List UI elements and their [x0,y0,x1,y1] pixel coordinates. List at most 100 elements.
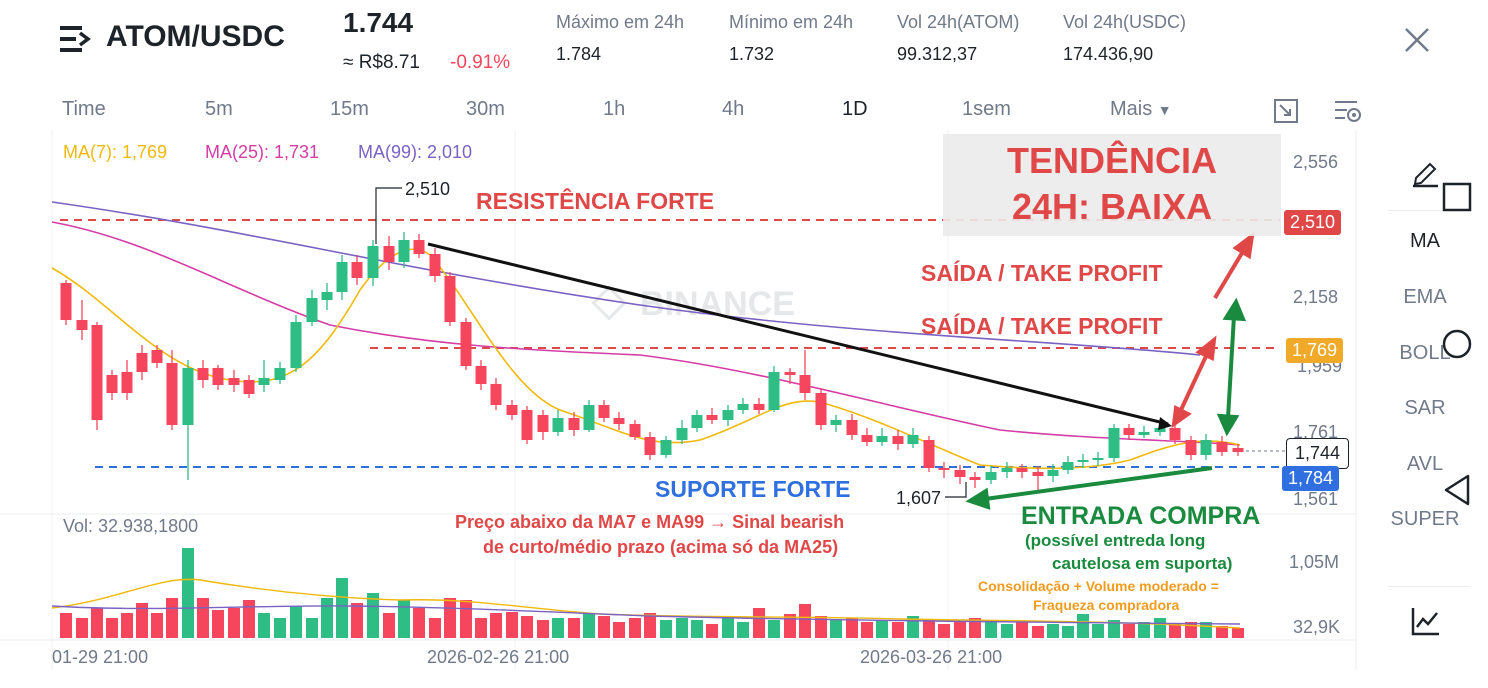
volume-bar [1062,626,1074,638]
tab-more[interactable]: Mais ▼ [1110,98,1172,121]
square-icon[interactable] [1441,181,1473,213]
candle-body [243,380,255,394]
candle-body [1200,440,1212,455]
chart-indicator-icon[interactable] [1410,605,1442,637]
indicator-ema[interactable]: EMA [1403,286,1447,308]
candle-body [475,366,487,384]
volume-bar [985,620,997,638]
candle-body [923,440,935,468]
candle-body [413,240,425,254]
volume-bar [351,603,363,638]
tab-1d[interactable]: 1D [842,98,868,120]
tab-5m[interactable]: 5m [205,98,233,120]
chart-grid [0,130,1357,670]
candle-body [460,322,472,366]
candlestick-chart[interactable]: BINANCE 2,510 1,607 [0,130,1360,670]
volume-axis-label: 1,05M [1289,552,1340,572]
volume-axis-label: 32,9K [1293,617,1341,637]
tab-more-label: Mais [1110,98,1153,120]
volume-bar [413,608,425,638]
candle-body [398,240,410,262]
high-marker-leader [375,187,402,244]
watermark-text: BINANCE [640,285,795,323]
volume-bar [460,600,472,638]
bearish-annotation-line1: Preço abaixo da MA7 e MA99 → Sinal beari… [455,512,845,532]
volume-bar [1169,624,1181,638]
x-axis-label: 2026-03-26 21:00 [860,647,1003,667]
volume-bar [506,612,518,638]
candle-body [753,404,765,410]
indicator-super[interactable]: SUPER [1390,508,1460,530]
volume-bar [121,613,133,638]
back-triangle-icon[interactable] [1442,473,1472,507]
candle-body [151,350,163,363]
trend-subtitle: 24H: BAIXA [1011,186,1213,227]
volume-bar [969,618,981,638]
candle-body [629,424,641,437]
candle-body [106,375,118,393]
volume-bar [151,613,163,638]
volume-bar [552,618,564,638]
tab-15m[interactable]: 15m [330,98,369,120]
candle-body [228,378,240,385]
x-axis-label: 2026-02-26 21:00 [427,647,570,667]
volume-label: Vol: 32.938,1800 [63,516,199,536]
ma7-legend[interactable]: MA(7): 1,769 [63,142,168,162]
tab-1h[interactable]: 1h [603,98,626,120]
indicator-boll[interactable]: BOLL [1399,342,1451,364]
candle-body [490,384,502,405]
stat-low-label: Mínimo em 24h [729,12,854,32]
volume-bar [753,608,765,638]
tab-1sem[interactable]: 1sem [962,98,1011,120]
ma99-line [51,201,1201,356]
fullscreen-icon[interactable] [1272,97,1300,125]
indicator-avl[interactable]: AVL [1406,453,1444,475]
candle-body [212,368,224,385]
volume-bar [660,620,672,638]
candle-body [1108,428,1120,458]
candle-body [1001,468,1013,472]
candle-body [938,468,950,470]
close-icon[interactable] [1403,26,1431,54]
pencil-icon[interactable] [1410,158,1442,188]
volume-bar [1216,626,1228,638]
candle-body [1216,442,1228,452]
candle-body [583,405,595,430]
tab-time[interactable]: Time [62,98,106,120]
volume-bar [243,600,255,638]
pair-title[interactable]: ATOM/USDC [106,20,285,53]
indicator-ma[interactable]: MA [1410,230,1440,252]
volume-bar [784,614,796,638]
candle-body [1062,462,1074,470]
circle-icon[interactable] [1441,328,1473,360]
candle-body [336,262,348,292]
candle-body [676,428,688,440]
volume-bar [861,622,873,638]
candle-body [429,254,441,276]
ma25-legend[interactable]: MA(25): 1,731 [205,142,320,162]
candle-body [1092,458,1104,460]
candle-body [1154,428,1166,432]
indicator-sar[interactable]: SAR [1404,397,1446,419]
entry-annotation: ENTRADA COMPRA [1021,502,1261,530]
volume-bar [938,624,950,638]
volume-bar [398,600,410,638]
candle-body [954,470,966,477]
stat-vol-quote-label: Vol 24h(USDC) [1063,12,1187,32]
caret-down-icon: ▼ [1157,102,1172,118]
volume-bar [383,613,395,638]
volume-bar [166,598,178,638]
tab-4h[interactable]: 4h [722,98,745,120]
menu-icon[interactable] [58,24,92,54]
volume-bar [768,620,780,638]
volume-bar [954,622,966,638]
chart-settings-icon[interactable] [1333,97,1363,125]
tab-30m[interactable]: 30m [466,98,505,120]
volume-bar [306,618,318,638]
ma99-legend[interactable]: MA(99): 2,010 [358,142,473,162]
candle-body [985,472,997,480]
volume-bar [1232,628,1244,638]
candle-body [907,435,919,444]
volume-bar [907,616,919,638]
consolidation-line2: Fraqueza compradora [1033,597,1180,613]
